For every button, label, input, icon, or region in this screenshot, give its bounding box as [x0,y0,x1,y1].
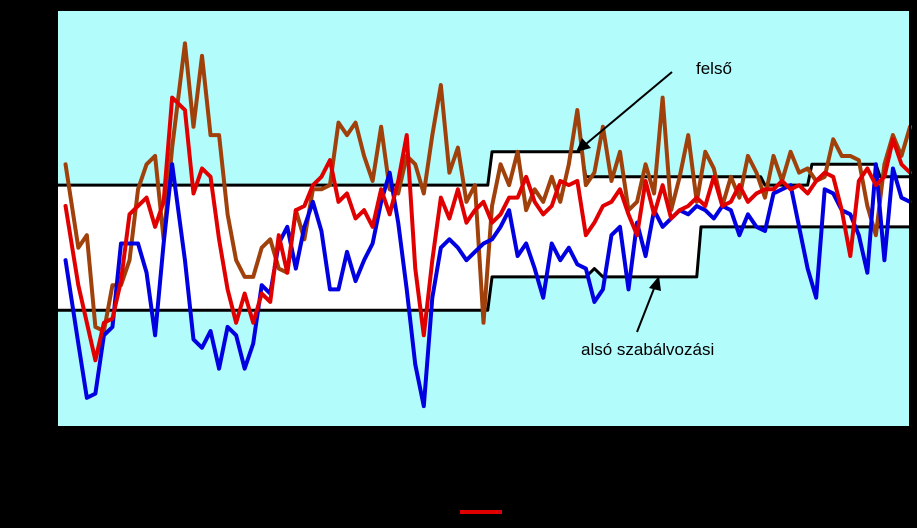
annotation-upper-text: felső [696,59,732,78]
series-line-lower-band [63,162,912,409]
series-line-upper-band [63,41,912,334]
annotation-upper: felső [576,59,732,152]
annotation-upper-arrow [585,71,673,145]
series-line-middle [63,95,912,363]
annotation-upper-arrowhead [576,138,591,152]
annotation-lower: alsó szabálvozási [581,276,714,359]
series-line-lower-limit [55,225,912,312]
annotation-lower-arrow [636,285,656,333]
series-layer [55,41,912,409]
annotation-lower-arrowhead [649,276,661,291]
annotation-lower-text: alsó szabálvozási [581,340,714,359]
plot-frame [56,9,911,428]
